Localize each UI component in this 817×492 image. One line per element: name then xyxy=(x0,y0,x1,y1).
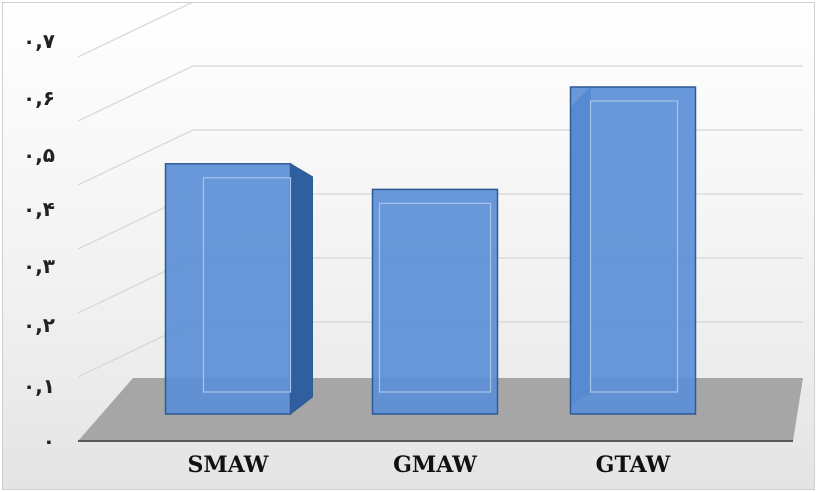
y-tick-label-5: ٠,۵ xyxy=(23,143,55,167)
bar-gtaw xyxy=(569,85,697,415)
y-tick-label-0: ٠ xyxy=(43,429,55,453)
bar-side-face xyxy=(290,162,313,416)
bar-inner-edge xyxy=(589,100,679,393)
x-tick-label-gtaw: GTAW xyxy=(596,452,671,478)
y-tick-label-7: ٠,٧ xyxy=(23,29,55,53)
gridline-5 xyxy=(77,65,803,122)
x-tick-label-gmaw: GMAW xyxy=(393,452,477,478)
bar-gmaw xyxy=(371,188,499,415)
gridline-6 xyxy=(77,3,193,58)
bar-inner-edge xyxy=(378,202,492,393)
y-axis-ticks: ٠ ٠,١ ٠,٢ ٠,٣ ٠,۴ ٠,۵ ٠,۶ ٠,٧ xyxy=(23,29,55,453)
bar-front-face xyxy=(164,163,292,415)
bar-front-face xyxy=(569,86,697,415)
y-tick-label-6: ٠,۶ xyxy=(23,86,55,110)
bar-inner-edge xyxy=(202,177,292,393)
bar-chart: ٠ ٠,١ ٠,٢ ٠,٣ ٠,۴ ٠,۵ ٠,۶ ٠,٧ SMAW GMAW GTAW xyxy=(23,3,803,478)
bars xyxy=(164,85,697,416)
bar-front-face xyxy=(371,188,499,415)
y-tick-label-4: ٠,۴ xyxy=(23,197,55,221)
y-tick-label-1: ٠,١ xyxy=(23,374,55,398)
bar-smaw xyxy=(164,162,313,416)
x-axis-ticks: SMAW GMAW GTAW xyxy=(188,452,671,478)
x-tick-label-smaw: SMAW xyxy=(188,452,269,478)
y-tick-label-3: ٠,٣ xyxy=(23,254,55,278)
y-tick-label-2: ٠,٢ xyxy=(23,313,55,337)
